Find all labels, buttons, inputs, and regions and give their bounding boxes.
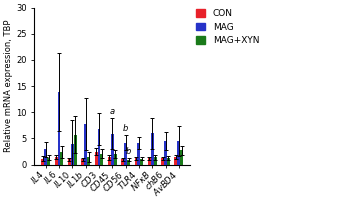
Y-axis label: Relative mRNA expression, TBP: Relative mRNA expression, TBP [4, 20, 13, 152]
Bar [87, 157, 90, 165]
Bar [71, 144, 74, 165]
Bar [127, 160, 130, 165]
Bar [41, 159, 44, 165]
Bar [140, 159, 143, 165]
Bar [98, 129, 100, 165]
Bar [161, 158, 164, 165]
Bar [68, 159, 71, 165]
Bar [151, 133, 154, 165]
Bar [114, 154, 117, 165]
Bar [137, 143, 140, 165]
Bar [135, 158, 137, 165]
Bar [121, 159, 124, 165]
Bar [177, 141, 180, 165]
Bar [55, 157, 58, 165]
Text: b: b [123, 124, 128, 133]
Bar [60, 152, 63, 165]
Bar [154, 157, 157, 165]
Bar [148, 158, 151, 165]
Bar [95, 152, 98, 165]
Legend: CON, MAG, MAG+XYN: CON, MAG, MAG+XYN [196, 9, 259, 45]
Bar [108, 157, 111, 165]
Bar [74, 135, 77, 165]
Bar [100, 154, 103, 165]
Bar [44, 149, 47, 165]
Bar [164, 141, 167, 165]
Bar [180, 150, 183, 165]
Text: a: a [110, 107, 115, 116]
Bar [111, 134, 114, 165]
Bar [81, 159, 84, 165]
Bar [167, 158, 170, 165]
Bar [175, 157, 177, 165]
Text: b: b [126, 147, 131, 156]
Bar [58, 92, 60, 165]
Bar [47, 158, 50, 165]
Bar [124, 143, 127, 165]
Bar [84, 124, 87, 165]
